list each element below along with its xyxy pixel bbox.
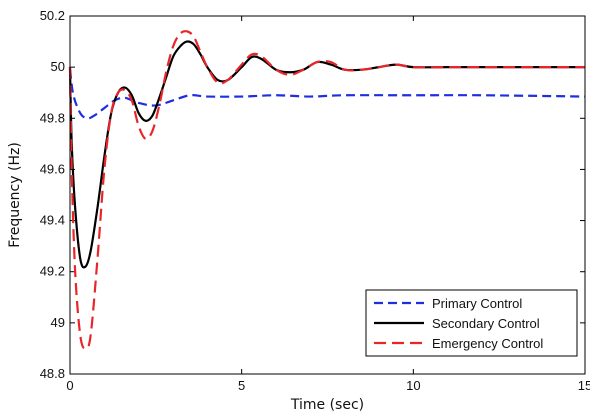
series-line-emergency-control [68,30,585,350]
legend-label-secondary: Secondary Control [432,316,540,331]
x-axis-title: Time (sec) [290,397,364,413]
y-tick-label: 50 [51,59,65,74]
x-tick-label: 0 [66,378,73,393]
x-tick-label: 5 [238,378,245,393]
y-tick-label: 49.6 [40,161,65,176]
legend: Primary Control Secondary Control Emerge… [365,289,578,357]
plot-area-frame [69,15,586,375]
y-tick-label: 49 [51,315,65,330]
legend-label-emergency: Emergency Control [432,336,543,351]
y-axis-title: Frequency (Hz) [7,142,23,248]
y-tick-label: 49.8 [40,110,65,125]
series-layer [68,30,586,350]
series-line-primary-control [68,69,586,120]
y-tick-label: 50.2 [40,8,65,23]
y-tick-label: 49.4 [40,213,65,228]
series-line-secondary-control [68,40,585,269]
x-tick-label: 10 [406,378,420,393]
y-tick-label: 48.8 [40,366,65,381]
x-tick-label: 15 [578,378,590,393]
legend-label-primary: Primary Control [432,296,522,311]
y-tick-label: 49.2 [40,264,65,279]
tick-label-layer: 0 5 10 15 48.8 49 49.2 49.4 49.6 49.8 50 50.2 [40,8,590,393]
